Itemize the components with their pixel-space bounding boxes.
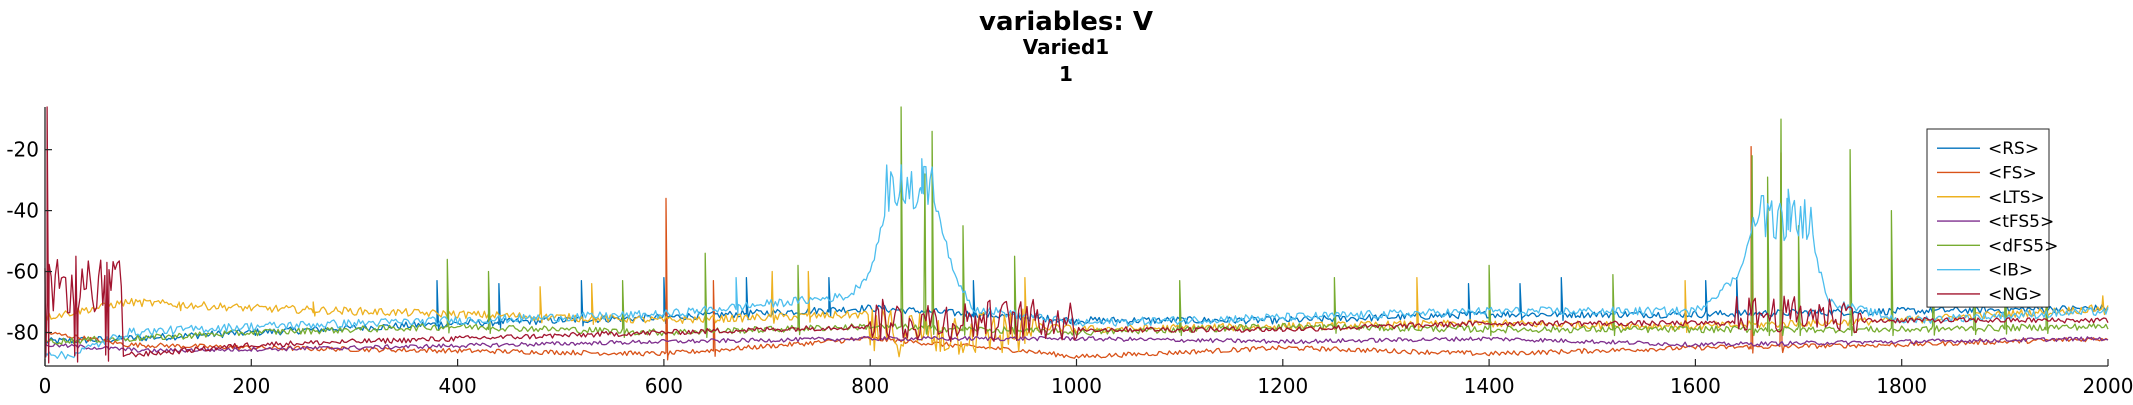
x-tick-label: 1200 (1257, 374, 1308, 398)
plot-lines (44, 106, 2109, 364)
series-line-tfs5 (44, 335, 2109, 353)
series-line-lts (44, 270, 2109, 358)
legend-label-dfs5: <dFS5> (1988, 236, 2058, 256)
series-line-dfs5 (44, 106, 2109, 345)
y-tick-label: -60 (6, 260, 39, 284)
x-tick-label: 0 (39, 374, 52, 398)
series-line-fs (44, 145, 2109, 361)
y-tick-label: -80 (6, 320, 39, 344)
legend-label-fs: <FS> (1988, 163, 2037, 183)
x-tick-label: 800 (851, 374, 889, 398)
legend-label-tfs5: <tFS5> (1988, 212, 2054, 232)
series-line-ib (44, 158, 2109, 360)
y-tick-label: -20 (6, 138, 39, 162)
x-tick-label: 1600 (1670, 374, 1721, 398)
x-tick-label: 600 (645, 374, 683, 398)
x-tick-label: 200 (232, 374, 270, 398)
legend: <RS> <FS> <LTS> <tFS5> <dFS5> <IB> <NG> (1926, 128, 2058, 308)
chart-title: variables: V (979, 7, 1153, 37)
x-tick-label: 400 (439, 374, 477, 398)
y-tick-label: -40 (6, 199, 39, 223)
legend-label-rs: <RS> (1988, 139, 2039, 159)
legend-label-lts: <LTS> (1988, 188, 2045, 208)
x-tick-label: 1800 (1876, 374, 1927, 398)
axes: 0 200 400 600 800 1000 1200 1400 1600 1800 2000 -80… (6, 107, 2133, 398)
legend-label-ib: <IB> (1988, 261, 2033, 281)
legend-box (1926, 128, 2050, 308)
x-tick-label: 1000 (1051, 374, 1102, 398)
chart-subtitle-1: Varied1 (1023, 35, 1109, 59)
title-group: variables: V Varied1 1 (979, 7, 1153, 86)
x-tick-label: 2000 (2083, 374, 2133, 398)
legend-label-ng: <NG> (1988, 285, 2042, 305)
series-line-ng (44, 106, 2109, 364)
x-tick-label: 1400 (1464, 374, 1515, 398)
chart-subtitle-2: 1 (1059, 62, 1073, 86)
